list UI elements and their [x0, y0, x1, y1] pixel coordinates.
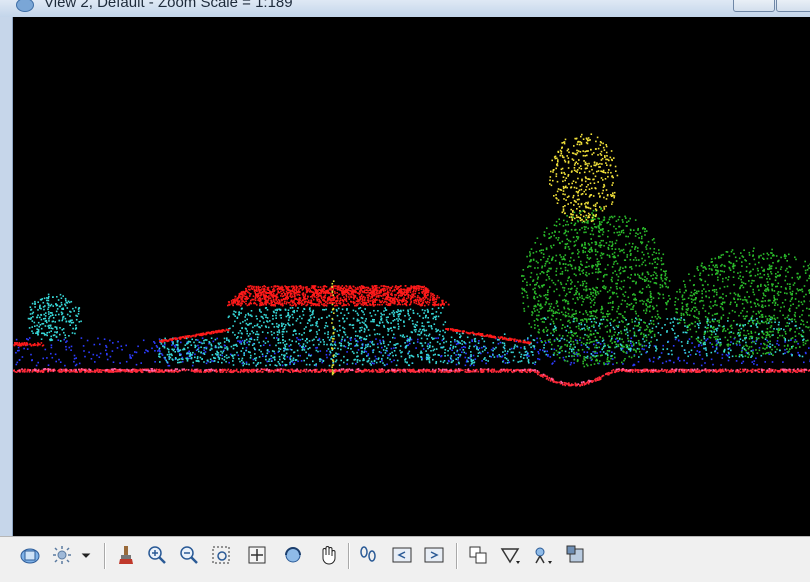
- lighting-icon[interactable]: [50, 543, 74, 567]
- walk-icon[interactable]: [356, 543, 380, 567]
- next-view-icon[interactable]: [422, 543, 446, 567]
- window-title: View 2, Default - Zoom Scale = 1:189: [44, 0, 293, 11]
- tree-top-points: [549, 133, 618, 222]
- zoom-in-icon[interactable]: [145, 543, 169, 567]
- app-icon: [16, 0, 34, 12]
- ground-points: [13, 369, 810, 387]
- pan-view-icon[interactable]: [316, 543, 340, 567]
- view-display-mode-icon[interactable]: [18, 543, 42, 567]
- roof-points: [227, 285, 450, 307]
- camera-icon[interactable]: [530, 543, 554, 567]
- zoom-out-icon[interactable]: [177, 543, 201, 567]
- toolbar-separator: [104, 543, 106, 569]
- minimize-button[interactable]: [733, 0, 775, 12]
- dropdown-arrow-icon[interactable]: [78, 543, 94, 567]
- toolbar-separator: [456, 543, 458, 569]
- view-volume-icon[interactable]: [498, 543, 522, 567]
- window-frame-left: [0, 17, 13, 536]
- previous-view-icon[interactable]: [390, 543, 414, 567]
- brush-icon[interactable]: [114, 543, 138, 567]
- building-wall-points: [227, 307, 446, 367]
- rotate-view-icon[interactable]: [281, 543, 305, 567]
- left-tree-points: [28, 294, 82, 342]
- toolbar-separator: [348, 543, 350, 569]
- window-title-bar[interactable]: View 2, Default - Zoom Scale = 1:189: [0, 0, 810, 17]
- low-vegetation-points: [15, 337, 810, 367]
- point-cloud-viewport[interactable]: [13, 17, 810, 536]
- maximize-button[interactable]: [776, 0, 810, 12]
- point-cloud-canvas[interactable]: [13, 17, 810, 536]
- big-tree-points: [521, 208, 671, 368]
- render-icon[interactable]: [564, 543, 588, 567]
- left-edge-points: [13, 342, 44, 347]
- view-toolbar: [0, 536, 810, 582]
- fit-view-icon[interactable]: [245, 543, 269, 567]
- copy-view-icon[interactable]: [466, 543, 490, 567]
- right-tree-points: [674, 248, 810, 359]
- tree-base-points: [543, 317, 804, 358]
- left-eave-points: [159, 329, 229, 343]
- window-area-icon[interactable]: [209, 543, 233, 567]
